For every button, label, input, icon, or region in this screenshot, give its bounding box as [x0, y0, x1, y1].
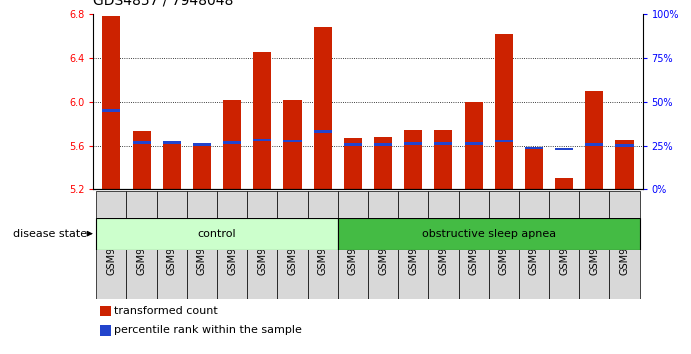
Bar [100, 306, 111, 316]
Bar [223, 99, 241, 189]
Bar [555, 148, 574, 150]
Bar [404, 142, 422, 144]
Text: GSM949170: GSM949170 [227, 216, 237, 275]
Bar [374, 137, 392, 189]
Bar [459, 191, 489, 299]
Text: GSM949181: GSM949181 [559, 216, 569, 275]
Bar [525, 147, 543, 149]
Bar [314, 27, 332, 189]
Bar [162, 141, 181, 143]
Text: GDS4857 / 7948048: GDS4857 / 7948048 [93, 0, 234, 7]
Bar [126, 191, 157, 299]
Bar [193, 143, 211, 189]
Bar [344, 138, 362, 189]
Text: disease state: disease state [13, 229, 87, 239]
Bar [344, 143, 362, 146]
Text: GSM949171: GSM949171 [257, 216, 267, 275]
Text: GSM949177: GSM949177 [438, 216, 448, 275]
Bar [464, 102, 482, 189]
Bar [495, 34, 513, 189]
Text: GSM949182: GSM949182 [589, 216, 599, 275]
Text: GSM949183: GSM949183 [620, 216, 630, 275]
Text: GSM949176: GSM949176 [408, 216, 418, 275]
Bar [217, 191, 247, 299]
Text: GSM949179: GSM949179 [499, 216, 509, 275]
Bar [404, 130, 422, 189]
Bar [254, 52, 272, 189]
Text: GSM949178: GSM949178 [468, 216, 479, 275]
Text: GSM949175: GSM949175 [378, 216, 388, 275]
Bar [102, 16, 120, 189]
Bar [283, 140, 301, 142]
Bar [435, 130, 453, 189]
Bar [100, 325, 111, 336]
Bar [464, 142, 482, 144]
Bar [495, 140, 513, 142]
Text: GSM949172: GSM949172 [287, 216, 298, 275]
Bar [616, 140, 634, 189]
Bar [398, 191, 428, 299]
Bar [157, 191, 187, 299]
Bar [102, 109, 120, 112]
Bar [96, 218, 338, 250]
Bar [579, 191, 609, 299]
Text: percentile rank within the sample: percentile rank within the sample [114, 325, 302, 336]
Bar [435, 142, 453, 144]
Bar [96, 191, 126, 299]
Bar [489, 191, 519, 299]
Bar [133, 131, 151, 189]
Bar [223, 141, 241, 143]
Bar [283, 99, 301, 189]
Bar [609, 191, 640, 299]
Bar [338, 191, 368, 299]
Text: GSM949180: GSM949180 [529, 216, 539, 275]
Text: GSM949168: GSM949168 [167, 216, 177, 275]
Text: transformed count: transformed count [114, 306, 218, 316]
Bar [254, 139, 272, 141]
Text: obstructive sleep apnea: obstructive sleep apnea [422, 229, 556, 239]
Bar [616, 144, 634, 147]
Bar [314, 130, 332, 132]
Text: GSM949174: GSM949174 [348, 216, 358, 275]
Bar [133, 141, 151, 143]
Text: control: control [198, 229, 236, 239]
Bar [374, 143, 392, 146]
Bar [247, 191, 277, 299]
Bar [585, 143, 603, 146]
Bar [307, 191, 338, 299]
Bar [277, 191, 307, 299]
Bar [555, 178, 574, 189]
Bar [585, 91, 603, 189]
Text: GSM949169: GSM949169 [197, 216, 207, 275]
Bar [193, 143, 211, 146]
Bar [519, 191, 549, 299]
Bar [187, 191, 217, 299]
Bar [428, 191, 459, 299]
Bar [549, 191, 579, 299]
Text: GSM949173: GSM949173 [318, 216, 328, 275]
Bar [368, 191, 398, 299]
Bar [162, 141, 181, 189]
Bar [338, 218, 640, 250]
Bar [525, 148, 543, 189]
Text: GSM949166: GSM949166 [137, 216, 146, 275]
Text: GSM949164: GSM949164 [106, 216, 116, 275]
